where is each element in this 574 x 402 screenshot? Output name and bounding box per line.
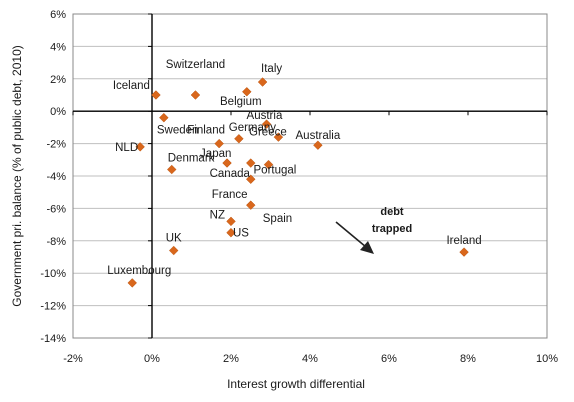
point-label: US (233, 228, 249, 240)
point-marker (222, 158, 232, 168)
x-tick-label: 10% (536, 353, 558, 365)
y-tick-label: 2% (50, 74, 66, 86)
point-label: Germany (229, 122, 277, 134)
point-marker (245, 200, 256, 210)
point-label: NZ (210, 209, 225, 221)
point-marker (166, 164, 177, 175)
point-label: Switzerland (166, 59, 225, 71)
point-label: Greece (249, 127, 287, 139)
point-marker (261, 119, 272, 129)
point-marker (257, 77, 268, 87)
point-marker (159, 112, 169, 123)
x-tick-label: 6% (381, 353, 397, 365)
grid-lines (73, 13, 547, 339)
point-marker (135, 142, 145, 152)
point-marker (263, 159, 274, 170)
x-tick-label: 0% (144, 353, 160, 365)
y-tick-label: -10% (40, 268, 66, 280)
annotation-arrow-shaft (335, 221, 367, 248)
point-label: Belgium (220, 96, 262, 108)
point-label: Spain (263, 213, 292, 225)
point-label: Luxembourg (107, 265, 171, 277)
x-tick-label: 4% (302, 353, 318, 365)
y-tick-label: -8% (46, 236, 66, 248)
point-label: Sweden (157, 125, 199, 137)
point-marker (245, 158, 256, 168)
point-marker (127, 278, 138, 288)
point-labels: Iceland Switzerland Italy Belgium Austria Swe… (107, 59, 481, 277)
y-tick-label: -4% (46, 171, 66, 183)
data-points (127, 77, 469, 288)
debt-trapped-annotation: debt trapped (335, 206, 412, 254)
axes (72, 13, 548, 339)
point-label: Finland (187, 125, 225, 137)
point-marker (151, 90, 161, 100)
point-marker (168, 245, 179, 256)
y-tick-label: -14% (40, 333, 66, 345)
y-tick-labels: 6% 4% 2% 0% -2% -4% -6% -8% -10% -12% -14% (40, 9, 66, 345)
annotation-line-2: trapped (372, 223, 412, 235)
point-label: UK (166, 233, 182, 245)
point-marker (190, 90, 201, 100)
point-label: Japan (200, 148, 231, 160)
annotation-line-1: debt (380, 206, 404, 218)
point-label: Italy (261, 63, 282, 75)
point-label: Austria (247, 110, 283, 122)
point-label: NLD (115, 142, 138, 154)
point-marker (234, 133, 244, 144)
y-axis-title: Government pri. balance (% of public deb… (10, 45, 24, 306)
x-axis-title: Interest growth differential (227, 377, 365, 391)
point-marker (214, 138, 224, 149)
point-label: Iceland (113, 80, 150, 92)
plot-area (72, 13, 548, 339)
point-marker (226, 216, 236, 227)
point-marker (245, 174, 256, 184)
x-tick-label: -2% (63, 353, 83, 365)
point-label: Ireland (446, 235, 481, 247)
y-tick-label: 6% (50, 9, 66, 21)
point-marker (242, 87, 252, 97)
y-tick-label: -2% (46, 139, 66, 151)
point-label: Portugal (254, 165, 297, 177)
point-marker (273, 132, 284, 142)
annotation-arrow-head (360, 241, 374, 254)
y-tick-label: -12% (40, 301, 66, 313)
x-tick-labels: -2% 0% 2% 4% 6% 8% 10% (63, 353, 558, 365)
x-tick-label: 8% (460, 353, 476, 365)
y-tick-label: -6% (46, 203, 66, 215)
point-label: Australia (296, 130, 341, 142)
point-label: Denmark (168, 153, 215, 165)
point-marker (313, 140, 323, 150)
point-label: Canada (210, 168, 251, 180)
x-tick-label: 2% (223, 353, 239, 365)
y-tick-label: 4% (50, 41, 66, 53)
point-label: France (212, 189, 248, 201)
y-tick-label: 0% (50, 106, 66, 118)
point-marker (226, 227, 236, 238)
point-marker (459, 247, 469, 257)
